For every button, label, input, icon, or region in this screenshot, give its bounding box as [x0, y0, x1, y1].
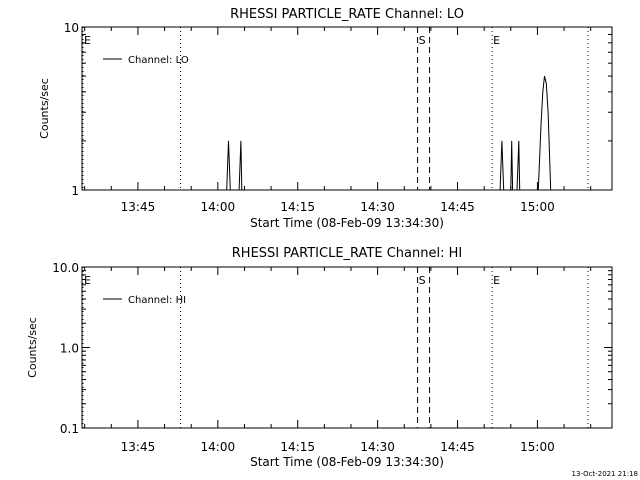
x-tick-label: 14:30: [360, 200, 395, 214]
x-tick-label: 15:00: [520, 440, 555, 454]
legend-label: Channel: LO: [128, 55, 189, 66]
y-tick-label: 10.0: [52, 261, 79, 275]
y-tick-label: 1: [71, 184, 79, 198]
x-axis-label: Start Time (08-Feb-09 13:34:30): [250, 216, 444, 230]
x-tick-label: 14:45: [440, 200, 475, 214]
x-tick-label: 13:45: [121, 440, 156, 454]
lo-channel-panel: RHESSI PARTICLE_RATE Channel: LO Counts/s…: [38, 7, 613, 230]
y-tick-label: 10: [64, 21, 79, 35]
event-marker-label: S: [419, 274, 426, 287]
legend-label: Channel: HI: [128, 295, 186, 306]
event-marker-label: E: [493, 274, 500, 287]
event-marker-label: E: [84, 274, 91, 287]
event-marker-label: S: [419, 34, 426, 47]
series-line-1: [226, 75, 552, 191]
x-tick-label: 14:00: [201, 440, 236, 454]
plot-timestamp: 13-Oct-2021 21:18: [572, 470, 638, 478]
y-tick-label: 1.0: [60, 342, 79, 356]
hi-channel-panel: RHESSI PARTICLE_RATE Channel: HI Counts/s…: [26, 246, 613, 469]
x-axis-label: Start Time (08-Feb-09 13:34:30): [250, 455, 444, 469]
chart-title: RHESSI PARTICLE_RATE Channel: HI: [232, 246, 462, 261]
event-marker-label: E: [84, 34, 91, 47]
x-tick-label: 14:00: [201, 200, 236, 214]
x-tick-label: 14:30: [360, 440, 395, 454]
x-tick-label: 14:15: [280, 200, 315, 214]
event-marker-label: E: [493, 34, 500, 47]
y-axis-label: Counts/sec: [38, 78, 51, 139]
x-tick-label: 14:15: [280, 440, 315, 454]
y-tick-label: 0.1: [60, 422, 79, 436]
y-axis-label: Counts/sec: [26, 317, 39, 378]
x-tick-label: 14:45: [440, 440, 475, 454]
plot-frame: [81, 266, 613, 429]
x-tick-label: 13:45: [121, 200, 156, 214]
plot-frame: [81, 26, 613, 191]
x-tick-label: 15:00: [520, 200, 555, 214]
chart-title: RHESSI PARTICLE_RATE Channel: LO: [230, 7, 464, 22]
